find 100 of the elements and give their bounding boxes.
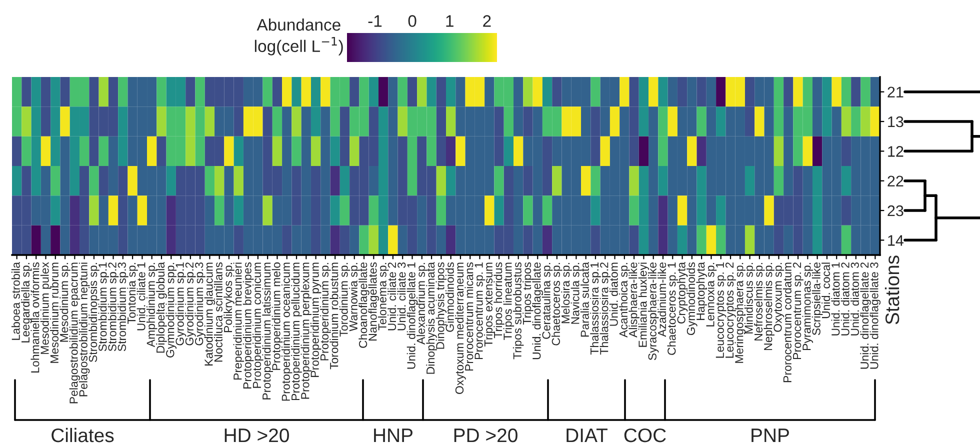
x-tick-label: Nanoflagellates	[368, 262, 380, 340]
x-tick-label: Unid. diatom 2	[840, 262, 850, 336]
x-tick-label: Preperidinium meunieri	[233, 262, 244, 380]
x-tick-label: Leucocryptos sp. 1	[716, 262, 726, 358]
x-tick-label: Tontonia sp.	[127, 262, 138, 324]
x-tick-label: Polikrykos sp.	[224, 262, 234, 332]
y-tick-label: 23	[888, 205, 904, 216]
x-tick-label: Katodinium glaucum	[204, 262, 216, 366]
x-tick-label: Strombidinopsis sp.	[88, 262, 100, 362]
y-tick-label: 14	[888, 235, 904, 246]
x-tick-label: Choanoflagellate	[358, 262, 370, 348]
x-tick-label: Azadinium-like	[658, 262, 666, 337]
x-tick-label: Tripos subrobustus	[512, 262, 524, 360]
x-tick-label: Unid. diatom 1	[831, 262, 840, 336]
x-tick-label: Protoperidinium pellucidum	[291, 262, 302, 400]
x-tick-label: Leucocryptos sp. 2	[725, 262, 736, 358]
x-tick-label: Lennoxia sp.	[706, 262, 717, 326]
x-tick-label: Gymnodinium spp.	[166, 262, 177, 358]
x-tick-label: Prorocentrum sp. 1	[474, 262, 486, 360]
x-tick-label: Pelagostrobilidium neptuni	[78, 262, 90, 396]
x-tick-label: Minidiscus sp.	[744, 262, 756, 334]
y-axis-title: Stations	[884, 256, 900, 324]
x-tick-label: Prorocentrum sp. 2	[792, 262, 804, 360]
x-tick-label: Gyrodinium sp.1	[175, 262, 186, 346]
x-tick-label: Dinophysis tripos	[436, 262, 447, 349]
x-tick-label: Chaetoceros sp.	[552, 262, 562, 346]
x-tick-label: Ginmodinoids	[445, 262, 454, 332]
x-tick-label: Protoperidinium sp.	[320, 262, 331, 360]
x-tick-label: Strombidium sp.3	[118, 262, 128, 352]
x-tick-label: Cryptophyta	[676, 262, 688, 324]
x-tick-label: Oxytoxum sp.	[774, 262, 784, 332]
x-tick-label: Chaetoceros sp. 1	[667, 262, 678, 355]
text: HNP	[374, 428, 412, 442]
x-tick-label: Lohmaniella oviformis	[30, 262, 40, 372]
x-tick-label: Leegardiella sp.	[21, 262, 32, 342]
x-tick-label: Gyrodinium sp.2	[185, 262, 196, 346]
text: HD >20	[224, 428, 289, 442]
x-tick-label: Torodinium sp.	[339, 262, 350, 337]
color-bar-title: Abundance log(cell L$^{−1}$)	[254, 18, 343, 56]
x-tick-label: Laboea strobila	[11, 262, 20, 340]
x-tick-label: Mesodinium sp.	[60, 262, 70, 342]
x-tick-label: Mesodinium rubrum	[50, 262, 58, 363]
x-tick-label: Warnowia sp.	[349, 262, 360, 332]
x-tick-label: Amphidinium sp.	[146, 262, 158, 348]
x-tick-label: Strombidium sp.1	[98, 262, 109, 352]
x-tick-label: Unid. diatom 3	[850, 262, 859, 336]
x-tick-label: Cerataulina sp.	[542, 262, 553, 339]
color-bar-label: 1	[446, 15, 454, 27]
x-tick-label: Protoperidinium melo	[272, 262, 283, 370]
x-tick-label: Haptophyta	[696, 262, 707, 320]
x-tick-label: Unid. dinoflagellate	[532, 262, 543, 360]
x-tick-label: Protoperidinium conicum	[252, 262, 264, 388]
x-tick-label: Thalassiosira sp.2	[600, 262, 611, 355]
text: PNP	[752, 428, 789, 442]
x-tick-label: Mesodinium pulex	[40, 262, 52, 354]
text: Ciliates	[52, 428, 114, 442]
y-tick-label: 12	[888, 146, 904, 157]
x-tick-label: Gymnodinoids	[686, 262, 698, 336]
x-tick-label: Torodinium robustum	[330, 262, 338, 370]
x-tick-label: Dinophysis acuminata	[426, 262, 437, 374]
x-tick-label: Oxytoxum mediterraneum	[455, 262, 466, 394]
x-tick-label: Paralia sulcata	[580, 262, 589, 337]
x-tick-label: Strombidium sp.2	[108, 262, 119, 352]
x-tick-label: Meringosphaera sp.	[734, 262, 746, 363]
text: PD >20	[454, 428, 518, 442]
x-tick-label: Protoperidinium pyrum	[310, 262, 322, 377]
x-tick-label: Tripos tripos	[522, 262, 534, 325]
x-tick-label: Unid. ciliate 3	[397, 262, 406, 330]
x-tick-label: Melosira sp.	[561, 262, 572, 324]
x-tick-label: Gyrodinium sp.3	[194, 262, 206, 346]
x-tick-label: Nephroselmis sp.	[764, 262, 774, 350]
x-tick-label: Tripos horridus	[494, 262, 504, 338]
color-bar-label: 2	[483, 15, 491, 27]
x-tick-label: Telonema sp.	[378, 262, 389, 330]
x-tick-label: Unid. cocal	[822, 262, 830, 318]
x-tick-label: Protoperidinium latissimum	[262, 262, 273, 400]
x-tick-label: Syracosphaera-like	[648, 262, 659, 360]
y-tick-label: 22	[888, 176, 904, 186]
x-tick-label: Pelagostrobilidium epacrum	[69, 262, 80, 404]
x-tick-label: Prorocentrum micans	[464, 262, 474, 371]
x-tick-label: Noctiluca scintillans	[214, 262, 222, 362]
x-tick-label: Unid. ciliate 2	[388, 262, 396, 330]
x-tick-label: Navicula sp.	[570, 262, 582, 324]
x-tick-label: Thalassiosira sp.1	[590, 262, 601, 355]
x-tick-label: Acanthoica sp.	[619, 262, 630, 338]
x-tick-label: Unid. dinoflagellate 1	[406, 262, 418, 369]
x-tick-label: Protoperidinium brevipes	[242, 262, 254, 388]
x-tick-label: Protoperidinium oceanicum	[281, 262, 292, 401]
color-bar-label: -1	[368, 15, 382, 27]
x-tick-label: Scripsiella-like	[812, 262, 823, 336]
x-tick-label: Unid. ciliate 1	[136, 262, 146, 330]
x-tick-label: Unid. dinoflagellate 2	[860, 262, 871, 369]
x-tick-label: Pyramimonas sp.	[802, 262, 814, 350]
text: DIAT	[566, 428, 608, 442]
x-tick-label: Prorocentrum cordatum	[783, 262, 792, 382]
x-tick-label: Nefroselmis sp.	[754, 262, 765, 340]
x-tick-label: Alisphaera-like	[628, 262, 640, 338]
x-tick-label: Tripos extensum	[484, 262, 495, 346]
x-tick-label: Emiliania huxleyi	[638, 262, 650, 347]
color-bar-label: 0	[408, 15, 416, 27]
